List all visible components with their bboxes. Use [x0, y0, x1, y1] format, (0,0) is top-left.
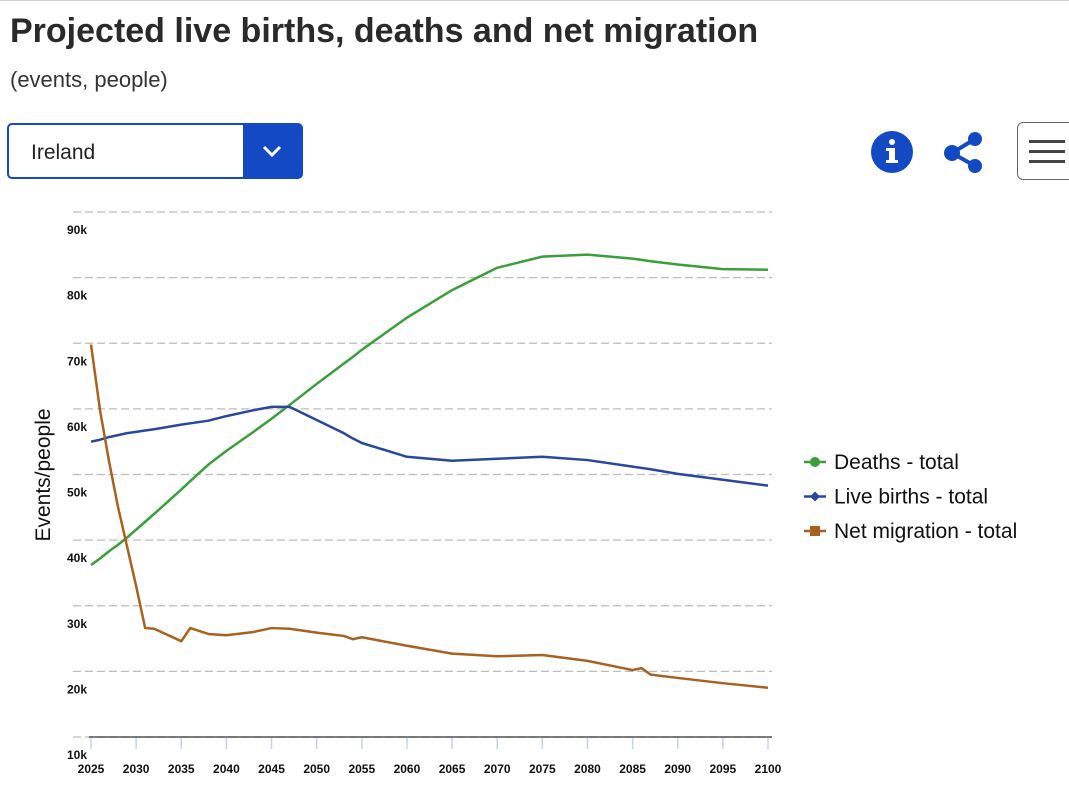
x-tick-label: 2070 [484, 762, 511, 776]
chevron [262, 145, 282, 158]
chart: Events/people 10k 20k 30k 40k 50k 60k 70k 80k 90… [32, 211, 1017, 776]
x-tick-label: 2080 [574, 762, 601, 776]
x-tick-label: 2095 [710, 762, 737, 776]
y-tick-label: 70k [67, 354, 87, 368]
country-select[interactable]: Ireland [7, 123, 303, 179]
legend-marker [810, 457, 820, 467]
y-tick-label: 50k [67, 486, 87, 500]
top-border [0, 0, 1069, 1]
x-tick-label: 2045 [258, 762, 285, 776]
x-tick-label: 2035 [168, 762, 195, 776]
x-tick-label: 2090 [664, 762, 691, 776]
series-line [89, 344, 769, 690]
y-tick-label: 80k [67, 289, 87, 303]
legend-marker [810, 491, 820, 502]
subtitle: (events, people) [10, 67, 168, 92]
x-tick-label: 2025 [78, 762, 105, 776]
x-tick-label: 2030 [123, 762, 150, 776]
menu-button[interactable] [1017, 122, 1069, 180]
x-tick-label: 2100 [755, 762, 782, 776]
series-line [90, 253, 769, 567]
legend-label: Net migration - total [834, 520, 1017, 543]
y-axis-label: Events/people [32, 408, 55, 541]
series-line [90, 405, 769, 487]
x-tick-label: 2050 [303, 762, 330, 776]
x-tick-label: 2075 [529, 762, 556, 776]
country-value: Ireland [31, 141, 96, 164]
y-tick-label: 20k [67, 682, 87, 696]
y-tick-label: 90k [67, 223, 87, 237]
legend-label: Live births - total [834, 486, 988, 509]
x-tick-label: 2060 [394, 762, 421, 776]
title: Projected live births, deaths and net mi… [10, 12, 759, 50]
dropdown-button[interactable] [243, 125, 301, 177]
info-icon[interactable] [870, 130, 914, 174]
share-icon[interactable] [940, 130, 986, 176]
y-tick-label: 30k [67, 617, 87, 631]
legend-marker [810, 526, 820, 536]
x-tick-label: 2040 [213, 762, 240, 776]
x-tick-label: 2085 [619, 762, 646, 776]
x-tick-label: 2065 [439, 762, 466, 776]
y-tick-label: 60k [67, 420, 87, 434]
y-tick-label: 40k [67, 551, 87, 565]
y-tick-label: 10k [67, 748, 87, 762]
hamburger [1029, 140, 1065, 163]
x-tick-label: 2055 [348, 762, 375, 776]
legend-label: Deaths - total [834, 451, 959, 474]
